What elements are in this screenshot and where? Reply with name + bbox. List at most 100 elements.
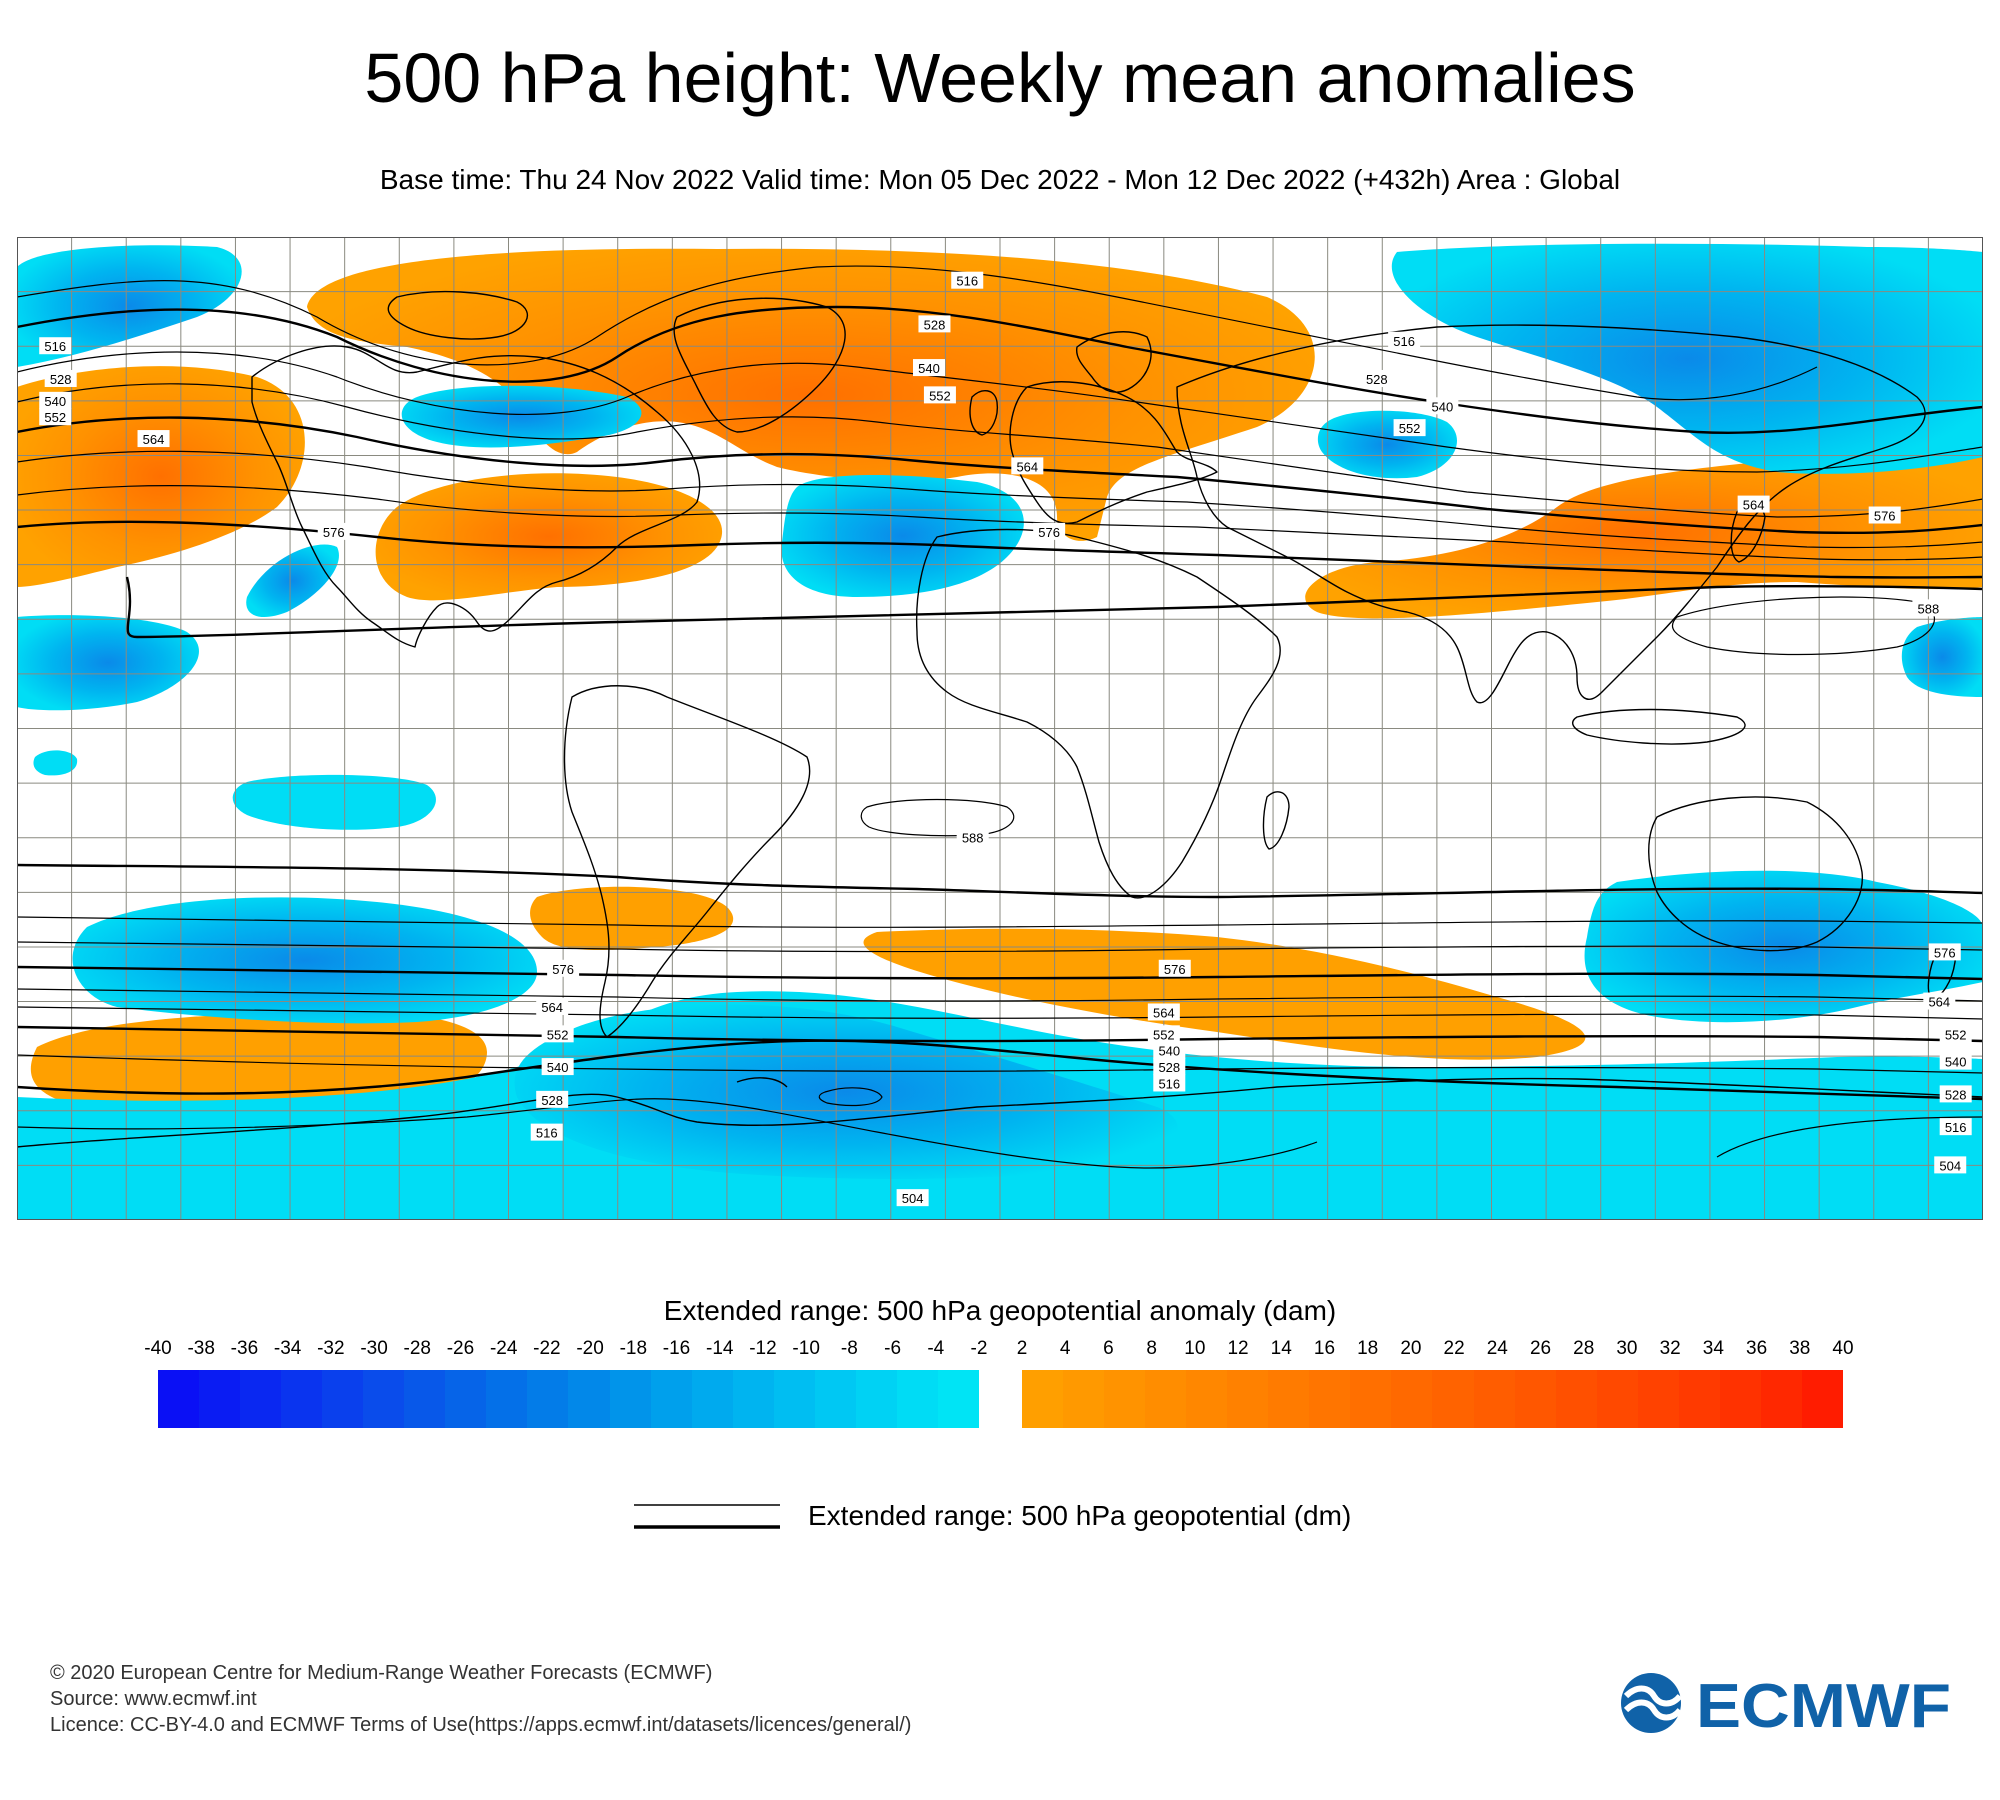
contour-label-text: 528 [541, 1093, 563, 1108]
colorbar-swatch [1186, 1370, 1228, 1428]
contour-label: 528 [1939, 1085, 1972, 1103]
colorbar-swatch [1145, 1370, 1187, 1428]
colorbar-tick-label: -8 [840, 1338, 858, 1359]
coastlines [17, 290, 1983, 1148]
colorbar-tick-label: -34 [273, 1338, 302, 1359]
contour-label-background [1147, 1025, 1180, 1043]
colorbar-swatch [281, 1370, 323, 1428]
contour-label-background [1939, 1052, 1972, 1070]
contour-label-text: 552 [44, 410, 66, 425]
colorbar-tick-label: -14 [706, 1338, 734, 1359]
contour-label-text: 516 [536, 1126, 558, 1141]
colorbar-swatch [404, 1370, 446, 1428]
colorbar-positive [1022, 1370, 1843, 1428]
contour-label-background [896, 1189, 929, 1207]
contour-label: 504 [1934, 1156, 1967, 1174]
colorbar-tick-label: 24 [1486, 1338, 1508, 1359]
colorbar-swatch [1391, 1370, 1433, 1428]
contour-label-background [1928, 943, 1961, 961]
contour-label-text: 552 [547, 1027, 569, 1042]
contour-label: 516 [39, 337, 72, 355]
colorbar-tick-label: 18 [1357, 1338, 1379, 1359]
contour-label: 576 [547, 959, 580, 977]
contour-label-background [137, 430, 170, 448]
colorbar-tick-label: -26 [446, 1338, 475, 1359]
colorbar-tick-label: -38 [187, 1338, 215, 1359]
contour-label-background [530, 1123, 563, 1141]
colorbar-swatch [1022, 1370, 1064, 1428]
colorbar-swatch [199, 1370, 241, 1428]
contour-labels: 5165285405525645765165285405525645765165… [39, 271, 1972, 1207]
contour-label-background [918, 315, 951, 333]
contour-label: 552 [923, 386, 956, 404]
contour-label-text: 540 [1945, 1055, 1967, 1070]
colorbar-tick-label: -24 [489, 1338, 518, 1359]
south-georgia-islands [736, 1077, 788, 1088]
contour-label-text: 516 [956, 274, 978, 289]
colorbar-tick-label: -32 [317, 1338, 345, 1359]
contour-label-background [1939, 1025, 1972, 1043]
greenland-coastline [673, 297, 846, 433]
colorbar-tick-label: -12 [749, 1338, 777, 1359]
colorbar-tick-label: 40 [1832, 1338, 1854, 1359]
contour-label-text: 552 [1153, 1027, 1175, 1042]
contour-label-background [1011, 457, 1044, 475]
contour-label: 528 [1360, 369, 1393, 387]
contour-label-text: 540 [547, 1060, 569, 1075]
colorbar-swatch [527, 1370, 569, 1428]
colorbar-swatch [1350, 1370, 1392, 1428]
colorbar-tick-label: 34 [1702, 1338, 1724, 1359]
contour-label: 528 [536, 1090, 569, 1108]
colorbar-swatch [1227, 1370, 1269, 1428]
contour-label-background [1868, 506, 1901, 524]
contour-label-text: 576 [1038, 525, 1060, 540]
contour-label-background [536, 1090, 569, 1108]
contour-label-text: 504 [1939, 1158, 1961, 1173]
contour-label-background [1153, 1041, 1186, 1059]
contour-label-background [1912, 599, 1945, 617]
contour-label: 552 [541, 1025, 574, 1043]
colorbar-tick-label: -2 [970, 1338, 988, 1359]
colorbar-swatch [1514, 1370, 1556, 1428]
contour-label-text: 564 [1016, 459, 1038, 474]
colorbar-tick-label: 28 [1573, 1338, 1595, 1359]
contour-label-background [1388, 331, 1421, 349]
colorbar-swatch [1473, 1370, 1515, 1428]
contour-label-background [547, 959, 580, 977]
contour-label-text: 588 [1918, 601, 1940, 616]
positive-anomaly-area [863, 928, 1586, 1060]
contour-label: 552 [39, 408, 72, 426]
contour-label-background [541, 1025, 574, 1043]
ecmwf-wave-icon [1621, 1673, 1683, 1733]
negative-anomaly-area [17, 245, 242, 367]
contour-label-background [1147, 1003, 1180, 1021]
contour-label: 540 [39, 391, 72, 409]
colorbar-swatch [445, 1370, 487, 1428]
page-title: 500 hPa height: Weekly mean anomalies [364, 39, 1636, 117]
contour-label-background [1939, 1118, 1972, 1136]
contour-label-text: 576 [1874, 509, 1896, 524]
contour-label: 528 [918, 315, 951, 333]
colorbar-tick-label: -16 [662, 1338, 691, 1359]
positive-anomaly-area [375, 473, 723, 601]
negative-anomaly-area [781, 475, 1024, 597]
uk-coastline [969, 390, 999, 436]
contour-label-background [1939, 1085, 1972, 1103]
colorbar-swatch [650, 1370, 692, 1428]
colorbar-tick-label: -30 [360, 1338, 388, 1359]
contour-label-text: 516 [44, 339, 66, 354]
colorbar-swatch [732, 1370, 774, 1428]
contour-label-text: 576 [323, 525, 345, 540]
colorbar-swatch [1063, 1370, 1105, 1428]
contour-label-text: 528 [1158, 1060, 1180, 1075]
colorbar-swatch [691, 1370, 733, 1428]
contour-label: 552 [1939, 1025, 1972, 1043]
colorbar-swatch [1309, 1370, 1351, 1428]
colorbar-swatch [1801, 1370, 1843, 1428]
colorbar-swatch [814, 1370, 856, 1428]
contour-label-text: 528 [1945, 1087, 1967, 1102]
indonesia-coastline [1572, 708, 1746, 745]
footer-credits: © 2020 European Centre for Medium-Range … [50, 1660, 911, 1738]
colorbar-tick-label: 36 [1746, 1338, 1768, 1359]
contour-label: 588 [1912, 599, 1945, 617]
